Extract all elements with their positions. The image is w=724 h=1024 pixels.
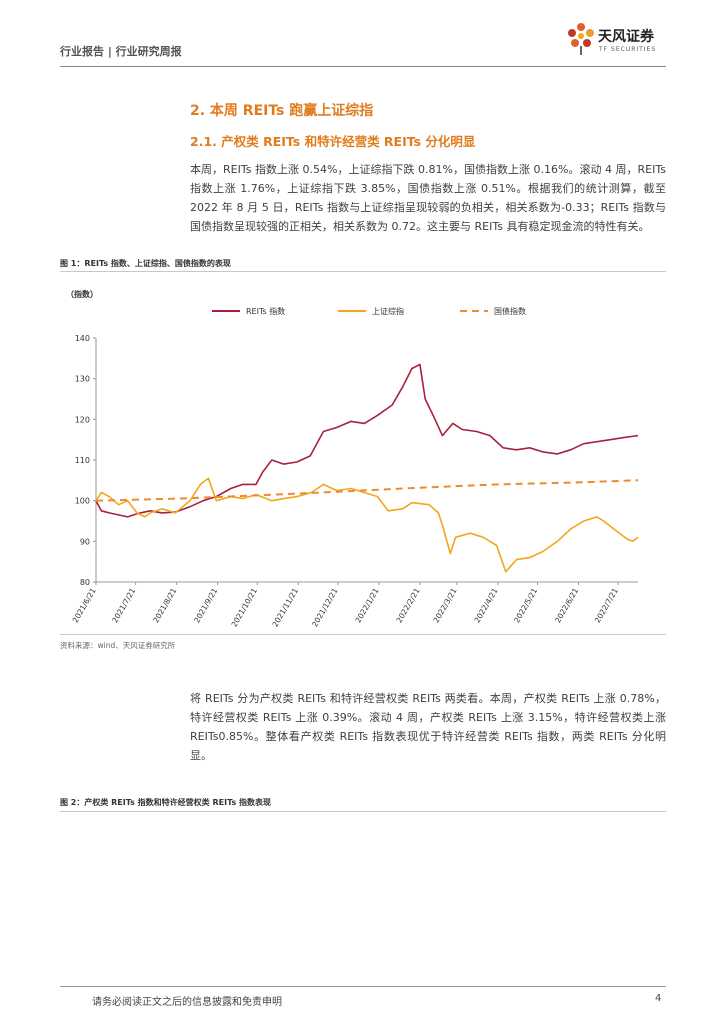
footer-disclaimer: 请务必阅读正文之后的信息披露和免责申明	[92, 997, 282, 1008]
series-line-3	[95, 479, 639, 502]
x-tick-label: 2021/7/21	[110, 586, 137, 624]
page-number: 4	[655, 993, 662, 1004]
x-tick-label: 2021/11/21	[271, 586, 301, 628]
y-tick-label: 80	[80, 578, 90, 587]
y-tick-label: 90	[80, 537, 90, 546]
logo-english-name: TF SECURITIES	[599, 46, 657, 53]
legend-label: REITs 指数	[246, 306, 285, 316]
y-axis-label: （指数）	[66, 289, 98, 299]
chart-legend: REITs 指数 上证综指 国债指数	[212, 306, 526, 316]
legend-label: 上证综指	[372, 306, 404, 316]
figure-1-caption: 图 1：REITs 指数、上证综指、国债指数的表现	[60, 259, 231, 268]
reits-index-line-chart: （指数） REITs 指数 上证综指 国债指数 80 90 100 110 120 130 14…	[66, 289, 639, 628]
series-line-2	[95, 477, 639, 573]
x-tick-label: 2021/12/21	[310, 586, 340, 628]
subsection-heading: 2.1. 产权类 REITs 和特许经营类 REITs 分化明显	[190, 134, 476, 149]
figure-2-top-rule	[60, 811, 666, 812]
x-tick-label: 2022/2/21	[395, 586, 422, 624]
x-tick-label: 2021/10/21	[230, 586, 260, 628]
x-tick-label: 2022/3/21	[432, 586, 459, 624]
y-tick-label: 120	[75, 415, 90, 424]
y-tick-label: 110	[75, 456, 90, 465]
paragraph-1: 本周，REITs 指数上涨 0.54%，上证综指下跌 0.81%，国债指数上涨 …	[190, 163, 666, 233]
footer-divider	[60, 986, 666, 987]
paragraph-2: 将 REITs 分为产权类 REITs 和特许经营权类 REITs 两类看。本周…	[190, 692, 666, 762]
x-tick-label: 2022/7/21	[593, 586, 620, 624]
x-tick-label: 2022/5/21	[512, 586, 539, 624]
x-tick-label: 2022/4/21	[473, 586, 500, 624]
report-category: 行业报告 | 行业研究周报	[60, 45, 182, 58]
chart-plot-area	[95, 363, 639, 573]
header-divider	[60, 66, 666, 67]
x-tick-label: 2021/6/21	[71, 586, 98, 624]
x-tick-label: 2022/1/21	[354, 586, 381, 624]
y-tick-label: 130	[75, 375, 90, 384]
figure-1-source: 资料来源：wind、天风证券研究所	[60, 641, 176, 650]
figure-1-top-rule	[60, 271, 666, 272]
y-tick-label: 140	[75, 334, 90, 343]
y-tick-label: 100	[75, 497, 90, 506]
brand-logo: 天风证券 TF SECURITIES	[566, 22, 676, 62]
flower-logo-icon	[568, 23, 594, 55]
logo-name: 天风证券	[598, 29, 654, 45]
x-tick-label: 2021/9/21	[192, 586, 219, 624]
chart-axes: 80 90 100 110 120 130 140 2021/6/21 2021/7/21 202…	[71, 334, 638, 628]
x-tick-label: 2021/8/21	[151, 586, 178, 624]
legend-label: 国债指数	[494, 306, 526, 316]
figure-1-bottom-rule	[60, 634, 666, 635]
figure-2-caption: 图 2：产权类 REITs 指数和特许经营权类 REITs 指数表现	[60, 798, 272, 807]
x-tick-label: 2022/6/21	[553, 586, 580, 624]
section-heading: 2. 本周 REITs 跑赢上证综指	[190, 103, 374, 119]
